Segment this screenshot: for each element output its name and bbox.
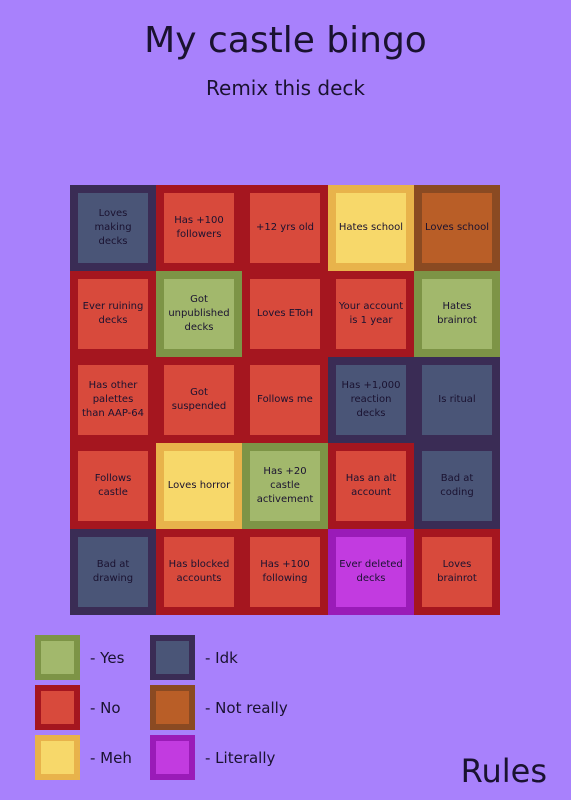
title: My castle bingo [144, 20, 427, 61]
legend-swatch [150, 735, 195, 780]
bingo-cell[interactable]: Has other palettes than AAP-64 [70, 357, 156, 443]
bingo-cell[interactable]: Got unpublished decks [156, 271, 242, 357]
bingo-cell[interactable]: Bad at coding [414, 443, 500, 529]
bingo-cell[interactable]: Loves making decks [70, 185, 156, 271]
legend-item: - Meh [35, 735, 132, 780]
legend-item: - No [35, 685, 121, 730]
bingo-cell[interactable]: Has +100 followers [156, 185, 242, 271]
bingo-cell[interactable]: Follows me [242, 357, 328, 443]
legend-swatch [35, 635, 80, 680]
bingo-cell[interactable]: Loves horror [156, 443, 242, 529]
bingo-cell[interactable]: Loves brainrot [414, 529, 500, 615]
bingo-cell[interactable]: Loves school [414, 185, 500, 271]
legend-swatch [35, 735, 80, 780]
bingo-cell[interactable]: Follows castle [70, 443, 156, 529]
bingo-cell[interactable]: Your account is 1 year [328, 271, 414, 357]
legend-swatch [150, 635, 195, 680]
legend-label: - Not really [205, 698, 288, 717]
legend: - Yes - Idk - No - Not really - Meh - Literal… [35, 635, 355, 785]
bingo-cell[interactable]: Is ritual [414, 357, 500, 443]
legend-item: - Idk [150, 635, 238, 680]
legend-label: - Literally [205, 748, 276, 767]
legend-swatch [150, 685, 195, 730]
legend-label: - No [90, 698, 121, 717]
bingo-cell[interactable]: Hates brainrot [414, 271, 500, 357]
subtitle[interactable]: Remix this deck [206, 76, 365, 100]
legend-label: - Meh [90, 748, 132, 767]
bingo-cell[interactable]: Hates school [328, 185, 414, 271]
bingo-cell[interactable]: Has blocked accounts [156, 529, 242, 615]
bingo-cell[interactable]: Bad at drawing [70, 529, 156, 615]
legend-item: - Literally [150, 735, 275, 780]
bingo-cell[interactable]: Has +100 following [242, 529, 328, 615]
bingo-cell[interactable]: Has +20 castle activement [242, 443, 328, 529]
legend-swatch [35, 685, 80, 730]
bingo-cell[interactable]: +12 yrs old [242, 185, 328, 271]
legend-item: - Not really [150, 685, 288, 730]
bingo-cell[interactable]: Has +1,000 reaction decks [328, 357, 414, 443]
bingo-cell[interactable]: Has an alt account [328, 443, 414, 529]
legend-label: - Yes [90, 648, 125, 667]
bingo-grid: Loves making decks Has +100 followers +12 … [70, 185, 500, 615]
legend-label: - Idk [205, 648, 238, 667]
bingo-cell[interactable]: Ever ruining decks [70, 271, 156, 357]
bingo-cell[interactable]: Got suspended [156, 357, 242, 443]
bingo-cell[interactable]: Loves EToH [242, 271, 328, 357]
rules-button[interactable]: Rules [460, 752, 547, 790]
bingo-cell[interactable]: Ever deleted decks [328, 529, 414, 615]
legend-item: - Yes [35, 635, 124, 680]
